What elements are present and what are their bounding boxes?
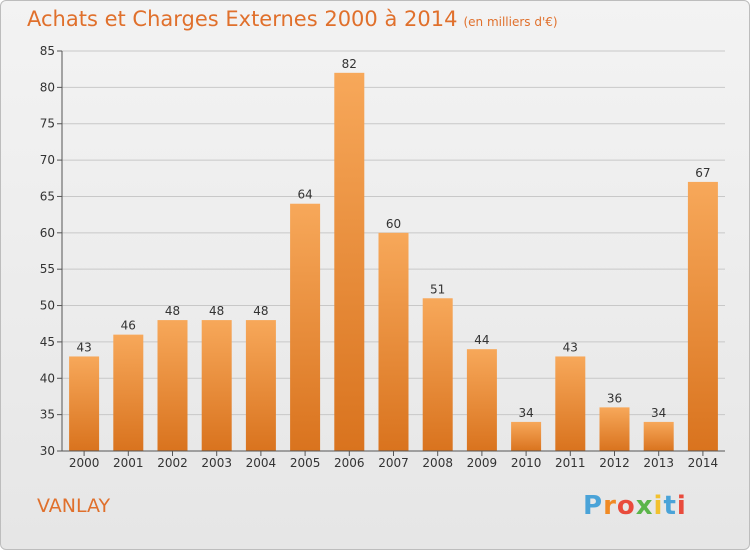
logo-letter: o [616,491,636,521]
data-label: 48 [165,304,180,318]
data-label: 34 [651,406,666,420]
bar [245,320,276,451]
x-tick-label: 2010 [511,456,542,470]
data-label: 34 [518,406,533,420]
y-tick-label: 60 [40,226,55,240]
y-tick-label: 65 [40,189,55,203]
axes: 30 35 40 45 50 55 60 65 70 75 80 85 2000 2001 2002 2003… [40,44,725,470]
x-tick-label: 2003 [201,456,232,470]
data-label: 51 [430,282,445,296]
x-tick-label: 2009 [467,456,498,470]
commune-name: VANLAY [37,495,111,517]
data-label: 43 [76,340,91,354]
data-label: 46 [121,319,136,333]
x-tick-label: 2004 [246,456,277,470]
bar [334,72,365,452]
x-tick-label: 2000 [69,456,100,470]
y-tick-label: 70 [40,153,55,167]
y-tick-label: 35 [40,408,55,422]
y-tick-label: 75 [40,117,55,131]
bars: 43 46 48 48 48 64 82 60 51 44 34 43 36 34 67 [69,57,718,452]
x-tick-label: 2006 [334,456,365,470]
data-label: 82 [342,57,357,71]
x-tick-label: 2002 [157,456,188,470]
data-label: 64 [297,188,312,202]
y-tick-label: 80 [40,80,55,94]
x-tick-label: 2011 [555,456,586,470]
bar [201,320,232,451]
bar [466,349,497,451]
data-label: 67 [695,166,710,180]
logo-letter: i [676,491,687,521]
x-tick-label: 2013 [643,456,674,470]
chart-title-text: Achats et Charges Externes 2000 à 2014 [27,7,458,31]
bar [422,298,453,451]
data-label: 48 [209,304,224,318]
y-tick-label: 85 [40,44,55,58]
x-tick-label: 2008 [422,456,453,470]
y-tick-label: 55 [40,262,55,276]
y-tick-label: 30 [40,444,55,458]
bar [69,356,100,451]
x-tick-label: 2012 [599,456,630,470]
logo-letter: t [663,491,677,521]
data-label: 36 [607,391,622,405]
bar [290,203,321,451]
proxiti-logo: Proxiti [583,491,687,521]
x-tick-label: 2005 [290,456,321,470]
bar [157,320,188,451]
data-label: 44 [474,333,489,347]
data-label: 60 [386,217,401,231]
bar [599,407,630,451]
bar [378,232,409,451]
bar [643,421,674,451]
logo-letter: r [603,491,617,521]
y-tick-label: 40 [40,371,55,385]
bar [113,334,144,451]
logo-letter: P [583,491,604,521]
y-tick-label: 50 [40,299,55,313]
data-label: 43 [563,340,578,354]
x-tick-label: 2001 [113,456,144,470]
logo-letter: x [635,491,654,521]
bar [555,356,586,451]
bar [687,181,718,451]
x-tick-label: 2014 [688,456,719,470]
chart-subtitle: (en milliers d'€) [463,15,558,29]
logo-letter: i [653,491,664,521]
data-label: 48 [253,304,268,318]
x-tick-label: 2007 [378,456,409,470]
y-tick-label: 45 [40,335,55,349]
bar [511,421,542,451]
chart-title: Achats et Charges Externes 2000 à 2014 (e… [27,7,558,31]
